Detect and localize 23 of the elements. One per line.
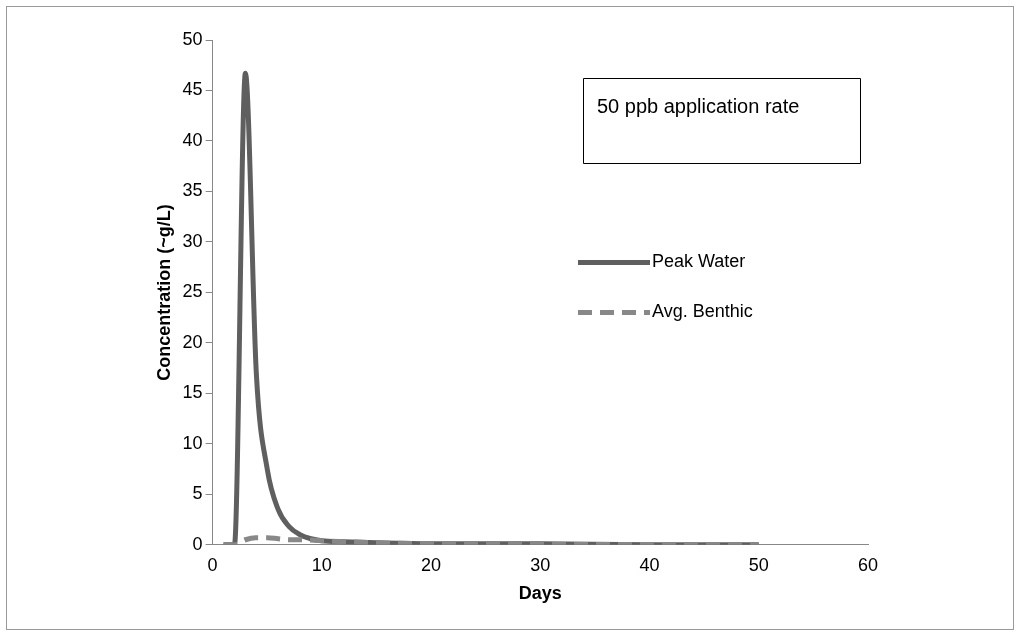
annotation: 50 ppb application rate	[597, 94, 800, 117]
y-tick-label: 0	[192, 533, 203, 554]
x-tick-label: 50	[748, 554, 769, 575]
y-axis-title: Concentration (~g/L)	[153, 204, 174, 381]
legend-label: Avg. Benthic	[652, 301, 753, 322]
y-tick-label: 20	[182, 331, 203, 352]
x-tick-label: 0	[207, 554, 218, 575]
x-axis-title: Days	[518, 583, 562, 604]
x-tick-label: 60	[857, 554, 879, 575]
legend-label: Peak Water	[652, 251, 746, 272]
y-tick-label: 15	[182, 382, 203, 403]
y-tick-label: 50	[182, 28, 203, 49]
x-tick-label: 10	[311, 554, 332, 575]
y-tick-label: 25	[182, 281, 203, 302]
x-tick-label: 30	[530, 554, 551, 575]
x-tick-label: 20	[421, 554, 442, 575]
y-tick-label: 35	[182, 180, 203, 201]
x-tick-label: 40	[639, 554, 660, 575]
y-tick-label: 45	[182, 79, 203, 100]
y-tick-label: 10	[182, 432, 203, 453]
y-tick-label: 5	[192, 483, 203, 504]
y-tick-label: 30	[182, 230, 203, 251]
y-tick-label: 40	[182, 129, 203, 150]
